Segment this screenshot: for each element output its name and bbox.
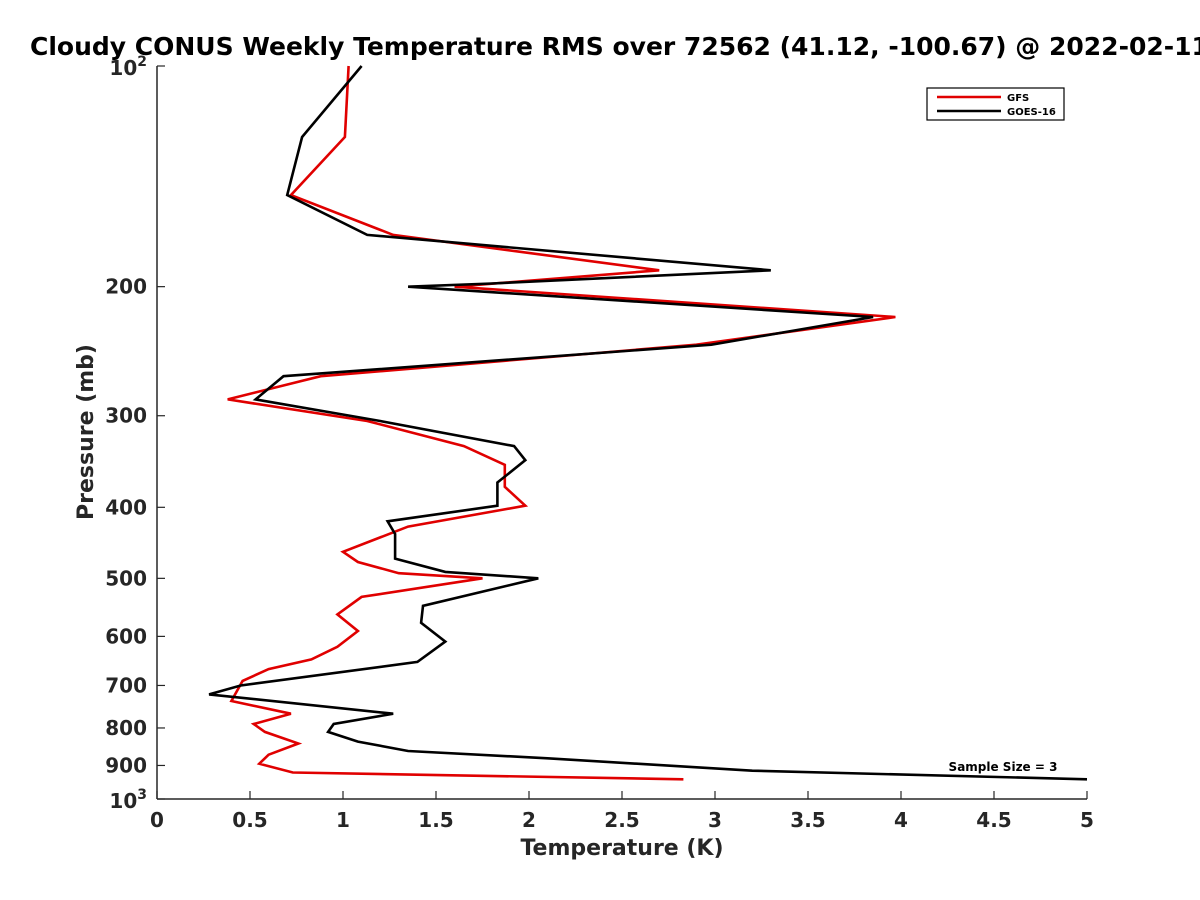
x-tick-label: 5 [1080,808,1094,832]
y-tick-exponent: 3 [137,787,147,803]
chart-title: Cloudy CONUS Weekly Temperature RMS over… [30,32,1200,61]
y-tick-label: 700 [105,673,147,697]
y-tick-base: 10 [109,789,137,813]
y-tick-label: 600 [105,624,147,648]
sample-size-annotation: Sample Size = 3 [949,760,1058,774]
x-tick-label: 0.5 [232,808,267,832]
plot-lines [208,65,1088,781]
legend: GFS GOES-16 [926,87,1065,121]
x-tick-label: 2.5 [604,808,639,832]
y-tick-base: 10 [109,56,137,80]
y-tick-label: 900 [105,753,147,777]
series-line-gfs [227,65,896,781]
legend-label: GFS [1007,93,1029,104]
x-tick-label: 3 [708,808,722,832]
y-axis-label: Pressure (mb) [74,344,99,520]
series-line-goes-16 [208,65,1088,781]
x-tick-label: 4.5 [976,808,1011,832]
x-tick-label: 3.5 [790,808,825,832]
y-tick-label: 500 [105,566,147,590]
y-tick-label: 200 [105,275,147,299]
y-tick-label: 102 [109,54,147,80]
x-tick-label: 0 [150,808,164,832]
y-tick-label: 103 [109,787,147,813]
x-axis-label: Temperature (K) [520,836,723,861]
y-tick-exponent: 2 [137,54,147,70]
y-tick-label: 400 [105,495,147,519]
x-ticks: 0 0.5 1 1.5 2 2.5 3 3.5 4 4.5 5 [150,791,1094,832]
x-tick-label: 1.5 [418,808,453,832]
y-tick-label: 800 [105,716,147,740]
x-tick-label: 4 [894,808,908,832]
x-tick-label: 1 [336,808,350,832]
x-tick-label: 2 [522,808,536,832]
y-tick-label: 300 [105,404,147,428]
legend-label: GOES-16 [1007,107,1056,118]
legend-box [926,87,1065,121]
